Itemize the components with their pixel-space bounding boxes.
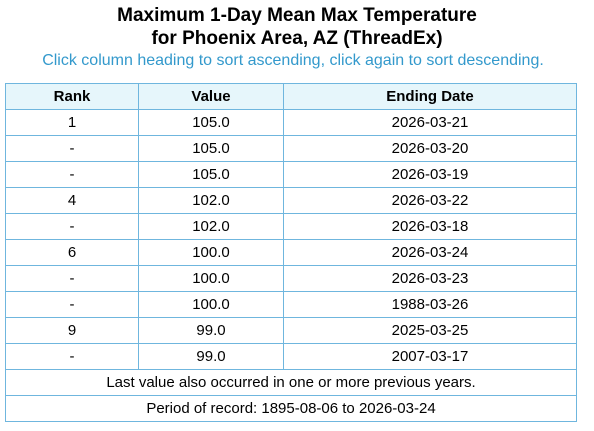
ending-date-cell: 2026-03-21 (283, 109, 577, 136)
period-of-record: Period of record: 1895-08-06 to 2026-03-… (5, 395, 577, 422)
value-cell: 105.0 (138, 161, 284, 188)
rank-cell: - (5, 213, 139, 240)
value-cell: 102.0 (138, 187, 284, 214)
table-row: 9 99.0 2025-03-25 (5, 317, 577, 344)
footer-note: Last value also occurred in one or more … (5, 369, 577, 396)
page-title: Maximum 1-Day Mean Max Temperature for P… (0, 4, 594, 50)
table-row: -105.0 2026-03-20 (5, 135, 577, 162)
value-cell: 105.0 (138, 135, 284, 162)
ending-date-cell: 2025-03-25 (283, 317, 577, 344)
table-row: -99.0 2007-03-17 (5, 343, 577, 370)
value-cell: 100.0 (138, 265, 284, 292)
table-row: 4 102.0 2026-03-22 (5, 187, 577, 214)
ending-date-cell: 2026-03-19 (283, 161, 577, 188)
ending-date-cell: 2026-03-18 (283, 213, 577, 240)
ending-date-cell: 2007-03-17 (283, 343, 577, 370)
sort-instructions: Click column heading to sort ascending, … (42, 52, 544, 69)
table-row: 6 100.0 2026-03-24 (5, 239, 577, 266)
table-row: -102.0 2026-03-18 (5, 213, 577, 240)
table-row: -100.0 1988-03-26 (5, 291, 577, 318)
value-cell: 100.0 (138, 239, 284, 266)
ending-date-cell: 2026-03-20 (283, 135, 577, 162)
records-table: Rank Value Ending Date 1 105.0 2026-03-21-… (5, 83, 577, 422)
ending-date-column-header[interactable]: Ending Date (283, 83, 577, 110)
table-row: 1 105.0 2026-03-21 (5, 109, 577, 136)
rank-cell: 6 (5, 239, 139, 266)
rank-cell: - (5, 291, 139, 318)
value-cell: 105.0 (138, 109, 284, 136)
ending-date-cell: 2026-03-22 (283, 187, 577, 214)
rank-cell: - (5, 135, 139, 162)
title-line-1: Maximum 1-Day Mean Max Temperature (117, 5, 477, 26)
ending-date-cell: 1988-03-26 (283, 291, 577, 318)
table-body: 1 105.0 2026-03-21-105.0 2026-03-20-105.0 20… (5, 109, 577, 370)
header-row: Rank Value Ending Date (5, 83, 577, 110)
rank-cell: - (5, 265, 139, 292)
rank-cell: - (5, 161, 139, 188)
footer-note-row: Last value also occurred in one or more … (5, 369, 577, 396)
value-cell: 100.0 (138, 291, 284, 318)
ending-date-cell: 2026-03-24 (283, 239, 577, 266)
table-row: -105.0 2026-03-19 (5, 161, 577, 188)
table-row: -100.0 2026-03-23 (5, 265, 577, 292)
rank-cell: 4 (5, 187, 139, 214)
period-of-record-row: Period of record: 1895-08-06 to 2026-03-… (5, 395, 577, 422)
rank-cell: 1 (5, 109, 139, 136)
value-column-header[interactable]: Value (138, 83, 284, 110)
value-cell: 99.0 (138, 343, 284, 370)
title-line-2: for Phoenix Area, AZ (ThreadEx) (151, 28, 443, 49)
value-cell: 102.0 (138, 213, 284, 240)
ending-date-cell: 2026-03-23 (283, 265, 577, 292)
value-cell: 99.0 (138, 317, 284, 344)
rank-cell: - (5, 343, 139, 370)
rank-cell: 9 (5, 317, 139, 344)
rank-column-header[interactable]: Rank (5, 83, 139, 110)
